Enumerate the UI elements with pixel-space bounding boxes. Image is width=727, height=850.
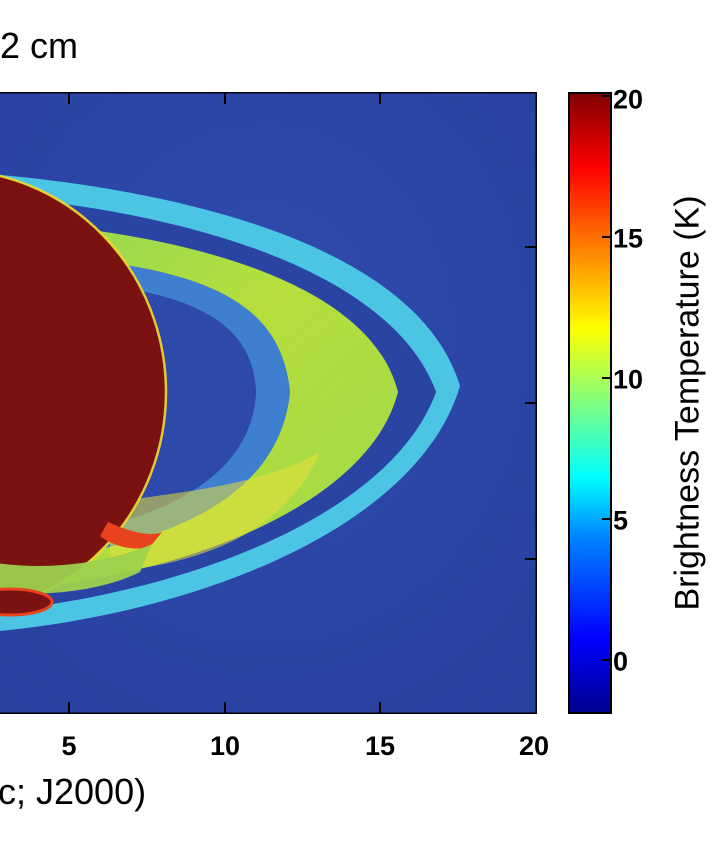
planet-bottom-spot: [0, 589, 52, 615]
ring-middle: [0, 220, 398, 592]
colorbar-tick-label: 5: [613, 505, 629, 536]
chart-title: 2 cm: [0, 25, 79, 66]
x-tick-label: 20: [518, 731, 550, 761]
colorbar-tick-label: 10: [613, 364, 644, 395]
x-tick-label: 5: [61, 731, 77, 761]
heatmap-plot: [0, 92, 537, 714]
colorbar-tick-label: 15: [613, 223, 644, 254]
ring-gap: [0, 196, 436, 611]
ring-in-front: [0, 544, 152, 594]
ring-front-highlight: [110, 452, 320, 572]
planet-bottom-spot-rim: [0, 587, 54, 617]
x-tick-label: 10: [209, 731, 241, 761]
ring-outer: [0, 174, 460, 631]
colorbar-gradient: [568, 92, 612, 714]
x-axis-label: c; J2000): [0, 771, 147, 812]
colorbar-tick-label: 20: [613, 84, 644, 115]
planet-edge-glow: [100, 522, 162, 549]
x-tick-label: 15: [364, 731, 396, 761]
planet-disk: [0, 176, 166, 608]
colorbar: [568, 92, 612, 714]
colorbar-label: Brightness Temperature (K): [668, 195, 707, 611]
planet-limb: [0, 174, 168, 610]
ring-inner: [0, 252, 290, 564]
colorbar-tick-label: 0: [613, 646, 629, 677]
